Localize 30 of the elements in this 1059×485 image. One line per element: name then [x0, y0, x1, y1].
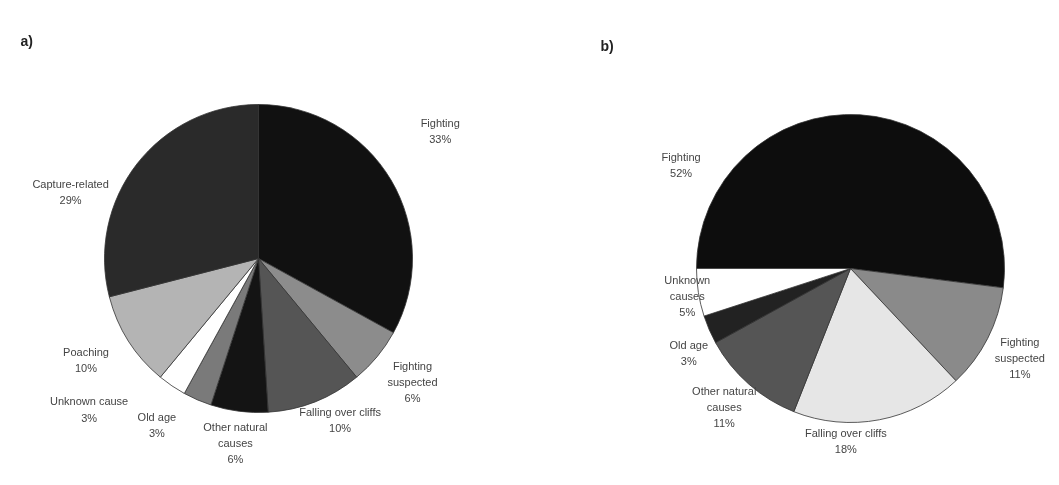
data-label: 11% [1009, 368, 1031, 381]
data-label: 10% [75, 362, 98, 375]
data-label: 18% [834, 443, 858, 456]
data-label: 6% [227, 453, 244, 466]
data-label: 10% [329, 422, 352, 435]
data-label: 11% [713, 417, 736, 430]
slice-label: Other natural causes [692, 384, 757, 414]
data-label: 29% [59, 194, 82, 207]
slice-label: Poaching [63, 346, 109, 359]
data-label: 3% [680, 355, 697, 368]
slice-label: Old age [669, 339, 709, 352]
slice-label: Falling over cliffs [805, 426, 888, 439]
slice-label: Falling over cliffs [299, 406, 382, 419]
slice-label: Unknown cause [49, 395, 129, 408]
chart-title: b) [600, 37, 614, 54]
data-label: 52% [670, 167, 693, 180]
slice-label: Other natural causes [203, 421, 268, 450]
slice-label: Fighting [661, 151, 701, 164]
slice-label: Old age [137, 410, 177, 423]
slice-label: Capture-related [32, 178, 109, 191]
data-label: 3% [81, 411, 98, 424]
slice-label: Fighting suspected [994, 335, 1045, 364]
data-label: 6% [404, 391, 421, 404]
data-label: 33% [429, 132, 452, 145]
chart-title: a) [20, 32, 33, 49]
slice-label: Fighting suspected [387, 359, 438, 388]
data-label: 5% [679, 306, 696, 319]
slice-label: Fighting [420, 116, 460, 129]
slice-label: Unknown causes [664, 274, 711, 303]
data-label: 3% [148, 426, 166, 439]
